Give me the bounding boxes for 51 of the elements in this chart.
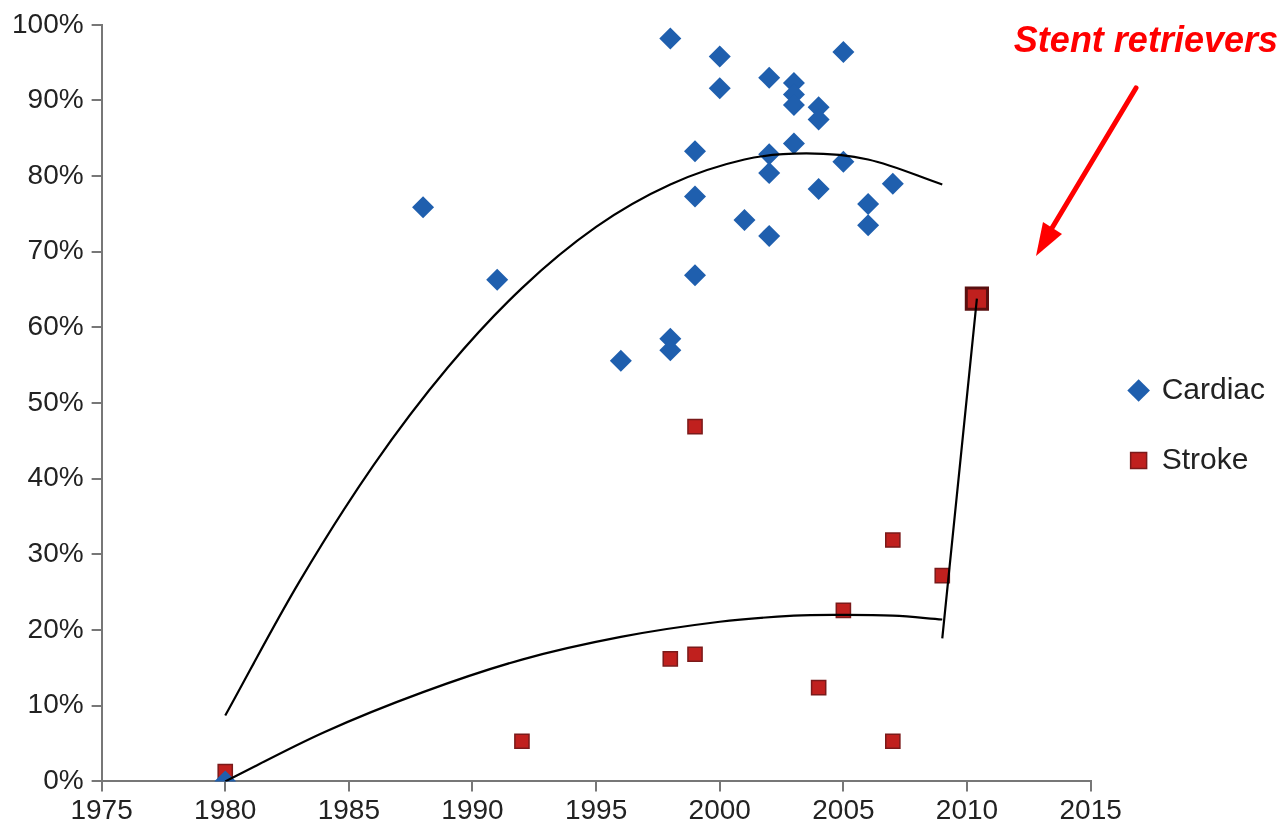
x-tick-label: 2010	[935, 793, 999, 825]
y-tick-label: 90%	[27, 83, 84, 115]
point	[662, 651, 679, 667]
point	[857, 214, 880, 237]
x-tick-label: 2005	[812, 793, 875, 825]
y-tick-label: 10%	[27, 688, 84, 720]
y-tick-label: 0%	[43, 764, 84, 796]
x-tick-label: 2015	[1059, 793, 1122, 825]
point	[881, 172, 904, 195]
x-tick-label: 1995	[564, 793, 628, 825]
point	[486, 268, 509, 291]
point	[659, 27, 682, 50]
point	[412, 196, 435, 219]
point	[733, 209, 756, 231]
point	[885, 532, 901, 548]
point	[687, 418, 703, 435]
point	[708, 45, 731, 68]
point	[810, 679, 827, 696]
y-tick-label: 60%	[27, 310, 84, 342]
x-tick-label: 2000	[688, 793, 751, 825]
x-tick-label: 1975	[70, 793, 133, 825]
point	[807, 177, 830, 200]
point	[684, 264, 707, 287]
x-tick-label: 1980	[194, 793, 257, 825]
point	[857, 193, 880, 216]
point	[885, 733, 901, 750]
y-tick-label: 40%	[27, 461, 84, 493]
y-tick-label: 70%	[27, 234, 84, 266]
y-tick-label: 100%	[11, 7, 84, 39]
y-tick-label: 30%	[27, 537, 84, 569]
x-tick-label: 1985	[317, 793, 381, 825]
point	[514, 733, 530, 750]
y-tick-label: 50%	[27, 385, 84, 417]
legend-label: Cardiac	[1161, 371, 1265, 405]
annotation: Stent retrievers	[1013, 19, 1278, 60]
y-tick-label: 20%	[27, 612, 84, 644]
point	[832, 150, 855, 173]
point	[758, 162, 781, 185]
legend-label: Stroke	[1161, 441, 1249, 475]
point	[832, 41, 855, 64]
point	[708, 77, 731, 100]
point	[609, 349, 632, 372]
point	[782, 132, 805, 155]
point	[758, 224, 781, 247]
point	[684, 140, 707, 163]
point	[687, 646, 703, 663]
y-tick-label: 80%	[27, 158, 84, 190]
point	[684, 185, 707, 208]
point	[964, 286, 989, 311]
point	[758, 66, 781, 89]
x-tick-label: 1990	[441, 793, 504, 825]
